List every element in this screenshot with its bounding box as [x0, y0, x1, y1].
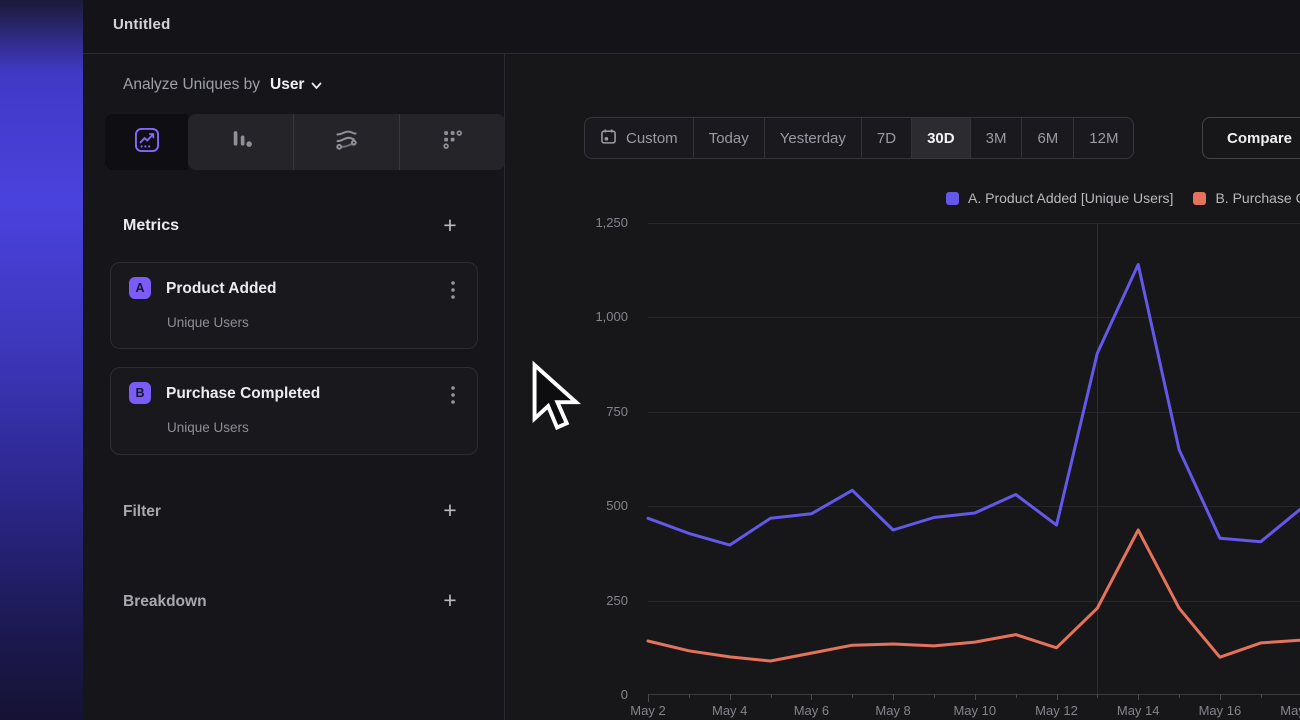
range-button-custom[interactable]: Custom: [585, 118, 693, 158]
calendar-icon: [600, 128, 617, 149]
series-line-b: [646, 528, 1300, 663]
legend-swatch: [1193, 191, 1207, 205]
desktop-background-strip: [0, 0, 83, 720]
breakdown-section-title: Breakdown: [123, 593, 207, 610]
tab-retention[interactable]: [399, 114, 505, 170]
range-button-30d[interactable]: 30D: [911, 118, 970, 158]
kebab-menu-icon[interactable]: [445, 384, 461, 406]
y-axis-tick-label: 1,250: [595, 215, 628, 230]
y-gridline: [648, 411, 1300, 413]
mouse-cursor: [531, 359, 582, 439]
x-axis-tick-label: May 18: [1280, 703, 1300, 718]
analyze-by-dropdown[interactable]: User: [270, 75, 322, 95]
add-filter-button[interactable]: +: [443, 497, 457, 523]
x-axis-tick-label: May 14: [1116, 703, 1160, 718]
x-axis-tick-label: May 4: [711, 703, 748, 718]
add-breakdown-button[interactable]: +: [443, 587, 457, 613]
legend-item-a[interactable]: A. Product Added [Unique Users]: [946, 190, 1173, 206]
x-axis-tick-label: May 12: [1035, 703, 1078, 718]
x-axis-tick-label: May 10: [953, 703, 997, 718]
x-axis-tick: [852, 694, 854, 698]
y-axis-tick-label: 1,000: [595, 309, 628, 325]
y-axis-tick-label: 0: [620, 687, 628, 702]
x-axis-tick: [893, 694, 895, 700]
x-axis-tick-label: May 2: [630, 703, 666, 718]
range-button-yesterday[interactable]: Yesterday: [763, 118, 861, 158]
x-axis-tick: [934, 694, 935, 698]
x-axis-tick: [648, 694, 649, 702]
x-axis-tick-label: May 16: [1198, 703, 1242, 718]
x-axis-tick: [1138, 694, 1140, 700]
analyze-value: User: [270, 76, 305, 93]
kebab-menu-icon[interactable]: [445, 279, 461, 301]
x-axis-tick: [1179, 694, 1181, 698]
y-gridline: [648, 223, 1300, 224]
y-gridline: [648, 506, 1300, 508]
top-bar: Untitled: [83, 0, 1300, 54]
metric-badge-a: A: [129, 277, 151, 299]
analyze-label: Analyze Uniques by: [123, 76, 260, 93]
x-axis-tick: [688, 694, 690, 698]
line-chart-icon: [134, 127, 160, 158]
range-button-12m[interactable]: 12M: [1073, 118, 1133, 158]
chart-type-tabs: [105, 114, 505, 170]
range-button-7d[interactable]: 7D: [860, 118, 911, 158]
range-button-3m[interactable]: 3M: [969, 118, 1022, 158]
x-axis-tick: [1260, 694, 1262, 698]
tab-insights-line-chart[interactable]: [105, 114, 188, 170]
chart-legend: A. Product Added [Unique Users] B. Purcha…: [946, 190, 1300, 206]
compare-button[interactable]: Compare: [1202, 117, 1300, 159]
tab-flow[interactable]: [293, 114, 399, 170]
metric-measurement[interactable]: Unique Users: [167, 315, 249, 330]
legend-label: A. Product Added [Unique Users]: [968, 190, 1174, 206]
metrics-section-title: Metrics: [123, 217, 180, 234]
chart-type-tab-group: [188, 114, 505, 170]
metric-card-a[interactable]: A Product Added Unique Users: [110, 262, 478, 349]
series-line-a: [646, 263, 1300, 547]
x-axis-tick-label: May 8: [875, 703, 911, 718]
x-axis-tick: [729, 694, 731, 700]
range-button-6m[interactable]: 6M: [1021, 118, 1073, 158]
x-axis-tick-label: May 6: [793, 703, 830, 718]
filter-section-title: Filter: [123, 503, 161, 520]
legend-swatch: [946, 191, 959, 205]
y-axis-tick-label: 500: [606, 498, 628, 514]
x-axis-tick: [770, 694, 772, 698]
flow-icon: [333, 126, 360, 158]
x-axis-tick: [974, 694, 976, 700]
legend-label: B. Purchase Completed [Unique Users]: [1215, 190, 1300, 206]
analyze-row: Analyze Uniques by User: [123, 74, 322, 96]
tab-bar-chart[interactable]: [188, 114, 293, 170]
vertical-gridline: [1097, 223, 1099, 694]
x-axis-tick: [1015, 694, 1017, 698]
report-title[interactable]: Untitled: [113, 16, 171, 33]
x-axis-tick: [1056, 694, 1058, 700]
add-metric-button[interactable]: +: [443, 212, 457, 238]
date-range-selector: Custom Today Yesterday 7D 30D 3M 6M 12M: [584, 117, 1135, 159]
retention-dots-icon: [439, 126, 466, 158]
legend-item-b[interactable]: B. Purchase Completed [Unique Users]: [1193, 190, 1300, 206]
x-axis-line: [648, 694, 1300, 695]
x-axis-tick: [1097, 694, 1099, 698]
query-builder-panel: Analyze Uniques by User: [83, 54, 505, 720]
range-button-today[interactable]: Today: [692, 118, 764, 158]
metric-measurement[interactable]: Unique Users: [167, 420, 249, 435]
x-axis-tick: [1219, 694, 1221, 700]
y-gridline: [648, 317, 1300, 319]
y-axis-tick-label: 250: [606, 592, 628, 608]
chevron-down-icon: [311, 77, 322, 95]
y-gridline: [648, 600, 1300, 602]
metric-name: Product Added: [166, 280, 277, 297]
metric-card-b[interactable]: B Purchase Completed Unique Users: [110, 367, 478, 455]
metric-name: Purchase Completed: [166, 385, 321, 402]
x-axis-tick: [811, 694, 813, 700]
metric-badge-b: B: [129, 382, 151, 404]
bar-chart-icon: [228, 127, 254, 158]
